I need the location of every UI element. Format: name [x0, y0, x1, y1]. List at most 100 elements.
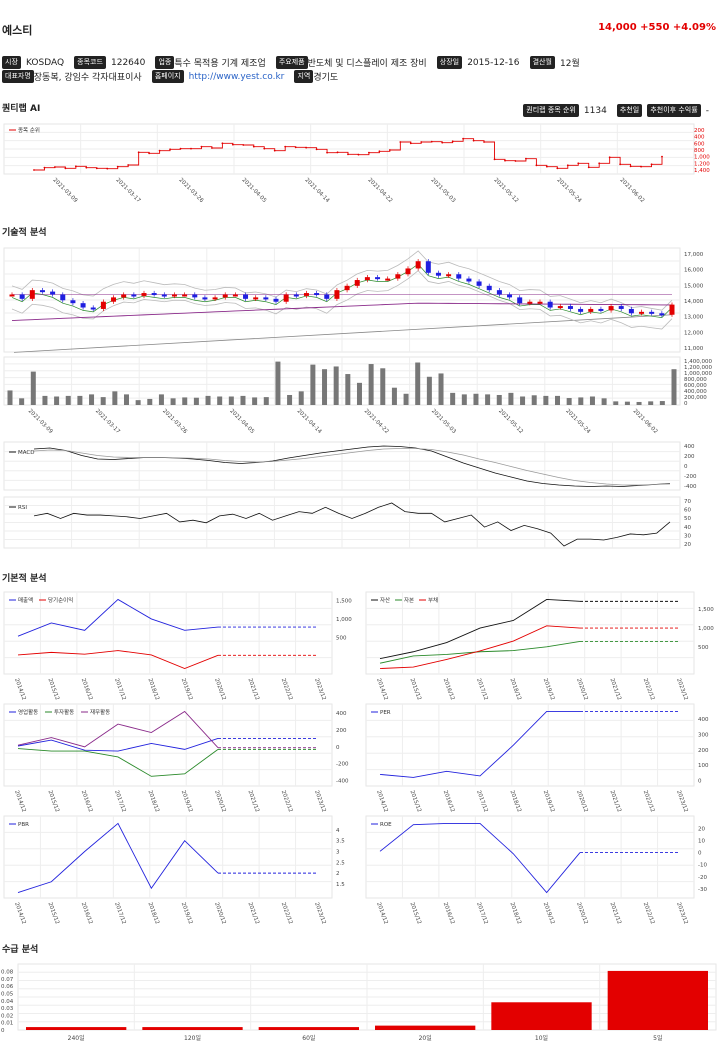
tick-label: 0.02	[1, 1013, 13, 1019]
series-line	[379, 711, 580, 778]
volume-bar	[345, 374, 351, 405]
tick-label: 4	[336, 828, 340, 834]
tick-label: 40	[684, 525, 691, 531]
rank-point	[106, 167, 109, 170]
candle-body	[466, 278, 472, 282]
rank-point	[33, 169, 35, 171]
ma-20-line	[11, 263, 673, 319]
x-tick-label: 2021-04-05	[228, 408, 255, 435]
tick-label: 11,000	[684, 346, 704, 352]
series-line	[379, 598, 581, 660]
rank-point	[95, 167, 98, 170]
legend-label: 재무활동	[90, 708, 110, 716]
rank-point	[545, 165, 548, 168]
x-tick-label: 2019/12	[542, 902, 555, 924]
candle-body	[395, 274, 401, 279]
supply-bar	[258, 1027, 359, 1030]
candle-body	[496, 290, 502, 295]
series-line	[379, 625, 581, 669]
volume-bar	[112, 391, 118, 405]
volume-bar	[555, 395, 561, 405]
ma-60-line	[11, 302, 673, 321]
x-tick-label: 2016/12	[80, 790, 93, 812]
tick-label: 0.04	[1, 999, 14, 1005]
x-tick-label: 2017/12	[113, 678, 126, 700]
candle-body	[324, 294, 330, 299]
tick-label: 14,000	[684, 299, 704, 305]
legend-label: 자산	[380, 596, 390, 604]
volume-bar	[19, 398, 25, 405]
price-change-pct: +4.09%	[672, 22, 716, 33]
plot-area	[365, 815, 695, 899]
candle-body	[669, 304, 675, 315]
market-value: KOSDAQ	[25, 57, 65, 68]
x-tick-label: 2020/12	[213, 902, 226, 924]
tick-label: 10	[698, 838, 705, 844]
volume-bar	[624, 401, 630, 405]
series-line	[17, 737, 219, 752]
candle-body	[354, 280, 360, 286]
supply-chart: 00.01 0.020.030.040.05 0.060.070.08 240일 120…	[1, 963, 717, 1042]
volume-bar	[578, 397, 584, 405]
industry-tag: 업종	[155, 56, 175, 69]
x-tick-label: 2016/12	[442, 790, 455, 812]
volume-bar	[252, 397, 258, 405]
x-tick-label: 2022/12	[280, 902, 293, 924]
candle-body	[131, 294, 137, 297]
rank-point	[378, 150, 381, 153]
x-tick-label: 2021-03-09	[27, 408, 54, 435]
ceo-tag: 대표자명	[2, 70, 34, 83]
tick-label: 0	[698, 851, 702, 857]
rsi-line	[33, 502, 671, 547]
volume-bar	[217, 396, 223, 405]
tick-label: 500	[698, 645, 709, 651]
candle-body	[60, 294, 66, 301]
homepage-link[interactable]: http://www.yest.co.kr	[188, 71, 285, 82]
rank-point	[242, 144, 245, 146]
x-tick-label: 2020/12	[213, 678, 226, 700]
candle-body	[253, 297, 259, 300]
volume-bar	[648, 401, 654, 405]
volume-bar	[601, 398, 607, 405]
candle-body	[639, 311, 645, 314]
tick-label: 300	[698, 732, 709, 738]
rank-point	[158, 149, 161, 152]
tick-label: 20	[684, 542, 691, 548]
candle-body	[476, 281, 482, 286]
rank-point	[608, 156, 611, 159]
ma-120-line	[13, 314, 673, 353]
candle-body	[628, 308, 634, 314]
rank-point	[347, 153, 349, 156]
x-tick-label: 2020/12	[575, 678, 588, 700]
rank-point	[472, 139, 475, 142]
tick-label: 400,000	[684, 389, 707, 395]
candle-body	[425, 261, 431, 273]
current-price: 14,000	[598, 22, 637, 33]
rank-point	[640, 165, 642, 168]
legend-label: ROE	[380, 822, 392, 828]
tick-label: 0.01	[1, 1021, 13, 1027]
rank-point	[619, 163, 622, 166]
rank-point	[148, 152, 151, 155]
rank-point	[629, 165, 632, 168]
legend-label: 투자활동	[54, 708, 74, 716]
tick-label: 17,000	[684, 252, 704, 258]
region-value: 경기도	[313, 73, 339, 83]
tick-label: 12,000	[684, 330, 704, 336]
rec-date-tag[interactable]: 추천일	[616, 104, 643, 117]
rank-point	[566, 164, 569, 167]
tick-label: 200	[336, 728, 347, 734]
volume-bar	[450, 392, 456, 405]
x-tick-label: 2019/12	[180, 678, 193, 700]
industry-value: 특수 목적용 기계 제조업	[174, 59, 266, 69]
tick-label: 600	[694, 141, 705, 147]
rank-point	[336, 151, 339, 154]
candle-body	[222, 294, 228, 298]
tick-label: 3	[336, 850, 340, 856]
x-tick-label: 2021-03-17	[94, 408, 121, 435]
band-upper-line	[11, 250, 673, 311]
legend-label: PER	[380, 710, 391, 716]
candle-body	[557, 306, 563, 309]
x-tick-label: 2021/12	[608, 902, 621, 924]
volume-bar	[77, 395, 83, 405]
